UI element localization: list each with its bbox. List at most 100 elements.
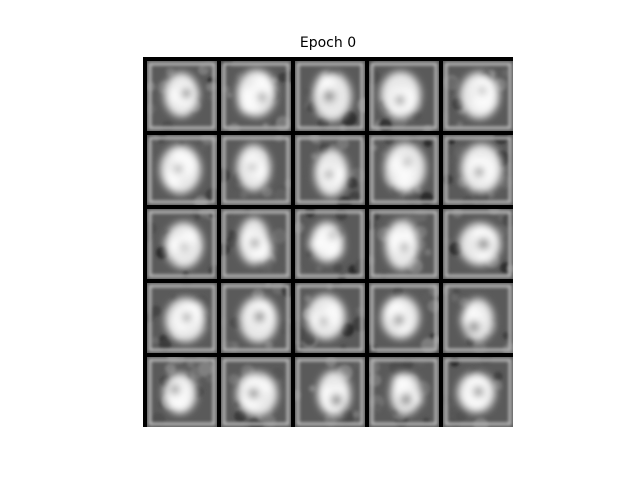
- digit-blob: [460, 298, 494, 342]
- tile: [147, 61, 217, 131]
- noise-spot: [271, 367, 284, 380]
- image-grid: [147, 61, 513, 427]
- blob-hole: [328, 232, 336, 239]
- noise-spot: [352, 410, 361, 419]
- noise-spot: [187, 214, 195, 223]
- tile-border: [296, 284, 364, 352]
- digit-blob: [238, 217, 273, 265]
- tile-border: [370, 358, 438, 426]
- noise-spot: [380, 150, 389, 158]
- noise-spot: [310, 152, 318, 160]
- tile-content: [295, 283, 365, 353]
- tile-border: [222, 62, 290, 130]
- noise-spot: [336, 137, 350, 150]
- digit-blob: [160, 145, 201, 194]
- tile: [221, 135, 291, 205]
- tile-border: [296, 358, 364, 426]
- tile: [147, 135, 217, 205]
- digit-blob: [308, 221, 344, 263]
- tile: [221, 61, 291, 131]
- tile-content: [369, 61, 439, 131]
- tile-border: [148, 284, 216, 352]
- blob-part: [253, 72, 274, 100]
- noise-spot: [165, 67, 175, 77]
- noise-spot: [305, 250, 313, 258]
- digit-blob: [459, 72, 500, 119]
- noise-spot: [159, 338, 172, 351]
- noise-spot: [261, 186, 273, 198]
- blob-hole: [400, 393, 413, 406]
- noise-spot: [498, 175, 512, 189]
- tile-content: [147, 135, 217, 205]
- noise-spot: [226, 92, 233, 99]
- tile-border: [370, 284, 438, 352]
- tile-content: [147, 283, 217, 353]
- noise-spot: [229, 317, 242, 329]
- digit-blob: [317, 370, 351, 416]
- blob-hole: [478, 87, 486, 94]
- tile-content: [443, 283, 513, 353]
- tile: [369, 209, 439, 279]
- noise-spot: [422, 293, 430, 301]
- noise-spot: [299, 245, 309, 255]
- noise-spot: [445, 77, 459, 91]
- tile-border: [222, 136, 290, 204]
- tile-border: [222, 358, 290, 426]
- noise-spot: [473, 341, 487, 353]
- noise-spot: [304, 88, 312, 97]
- digit-blob: [384, 142, 426, 193]
- blob-hole: [324, 170, 334, 179]
- tile-border: [444, 284, 512, 352]
- noise-spot: [315, 265, 322, 272]
- blob-hole: [249, 163, 256, 171]
- blob-hole: [319, 317, 328, 326]
- tile: [295, 135, 365, 205]
- blob-hole: [395, 95, 405, 105]
- tile-content: [147, 61, 217, 131]
- noise-spot: [165, 363, 176, 374]
- tile-border: [444, 210, 512, 278]
- tile-border: [370, 62, 438, 130]
- tile-noise: [221, 209, 287, 276]
- tile: [295, 61, 365, 131]
- noise-spot: [378, 118, 393, 131]
- blob-part: [319, 391, 333, 411]
- digit-blob: [381, 295, 420, 339]
- noise-spot: [424, 248, 432, 256]
- blob-hole: [400, 243, 409, 252]
- tile-border: [444, 136, 512, 204]
- noise-spot: [150, 336, 159, 345]
- digit-blob: [385, 220, 419, 270]
- tile-content: [221, 61, 291, 131]
- noise-spot: [414, 225, 428, 239]
- blob-hole: [393, 314, 405, 325]
- tile-border: [148, 210, 216, 278]
- blob-hole: [180, 243, 188, 251]
- noise-spot: [199, 143, 207, 151]
- digit-blob: [236, 144, 271, 191]
- blob-part: [315, 227, 337, 251]
- noise-spot: [392, 285, 404, 297]
- tile: [221, 209, 291, 279]
- noise-spot: [234, 410, 247, 423]
- digit-blob: [236, 372, 278, 417]
- noise-spot: [227, 239, 236, 248]
- blob-hole: [474, 167, 484, 177]
- blob-hole: [473, 386, 484, 397]
- noise-spot: [273, 188, 288, 203]
- blob-part: [173, 151, 196, 177]
- tile: [295, 209, 365, 279]
- digit-blob: [165, 297, 206, 343]
- blob-hole: [174, 164, 183, 173]
- tile-border: [370, 210, 438, 278]
- tile-content: [295, 357, 365, 427]
- tile-content: [221, 209, 291, 279]
- tile-content: [443, 357, 513, 427]
- digit-blob: [458, 222, 501, 266]
- tile: [295, 357, 365, 427]
- noise-spot: [150, 305, 162, 317]
- digit-blob: [163, 373, 197, 414]
- tile-border: [222, 210, 290, 278]
- noise-spot: [302, 332, 317, 346]
- tile-content: [369, 357, 439, 427]
